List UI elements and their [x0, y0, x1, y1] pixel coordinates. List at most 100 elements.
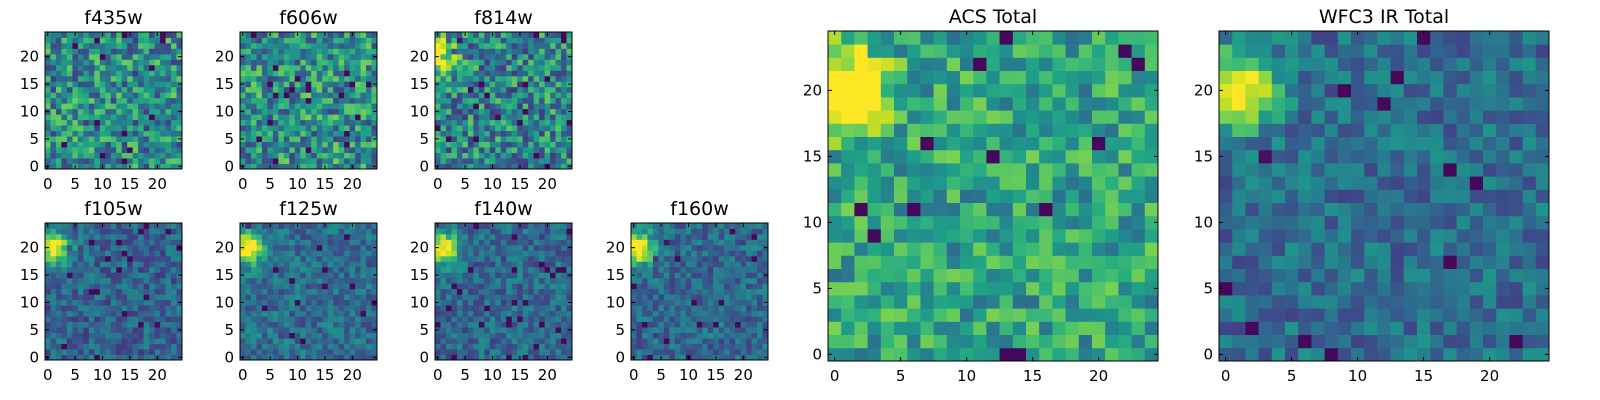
heatmap-cell — [366, 59, 372, 66]
heatmap-cell — [355, 64, 361, 71]
heatmap-cell — [539, 305, 545, 312]
heatmap-cell — [261, 147, 268, 153]
heatmap-cell — [333, 37, 340, 44]
heatmap-cell — [165, 114, 172, 121]
heatmap-cell — [77, 158, 84, 164]
heatmap-cell — [283, 152, 290, 159]
heatmap-cell — [1118, 334, 1132, 349]
heatmap-cell — [371, 59, 378, 66]
heatmap-cell — [762, 239, 769, 246]
heatmap-cell — [55, 158, 62, 164]
heatmap-cell — [278, 64, 285, 71]
heatmap-cell — [256, 244, 263, 251]
heatmap-cell — [121, 97, 128, 104]
heatmap-cell — [555, 136, 562, 142]
heatmap-cell — [121, 250, 128, 257]
heatmap-cell — [533, 75, 540, 82]
heatmap-cell — [473, 310, 480, 317]
heatmap-cell — [245, 130, 252, 137]
heatmap-cell — [165, 42, 172, 49]
heatmap-cell — [278, 244, 285, 251]
heatmap-cell — [724, 233, 731, 240]
heatmap-cell — [176, 147, 183, 153]
heatmap-cell — [478, 130, 485, 137]
heatmap-cell — [366, 92, 372, 99]
heatmap-cell — [880, 242, 895, 256]
heatmap-cell — [371, 343, 378, 350]
heatmap-cell — [528, 70, 535, 77]
heatmap-cell — [289, 354, 296, 361]
heatmap-cell — [478, 321, 485, 328]
heatmap-cell — [360, 250, 367, 257]
heatmap-cell — [489, 158, 496, 164]
heatmap-cell — [94, 343, 101, 350]
heatmap-cell — [83, 81, 90, 88]
heatmap-cell — [528, 261, 535, 268]
heatmap-cell — [61, 294, 68, 301]
heatmap-cell — [685, 349, 692, 355]
heatmap-cell — [867, 215, 882, 230]
heatmap-cell — [440, 288, 447, 295]
heatmap-cell — [718, 233, 725, 240]
heatmap-cell — [66, 327, 73, 333]
heatmap-cell — [355, 75, 361, 82]
heatmap-cell — [88, 108, 95, 115]
heatmap-cell — [371, 114, 378, 121]
heatmap-cell — [72, 152, 79, 159]
heatmap-cell — [355, 130, 361, 137]
heatmap-cell — [261, 119, 268, 126]
heatmap-cell — [240, 261, 246, 268]
heatmap-cell — [1144, 334, 1159, 349]
heatmap-cell — [522, 92, 529, 99]
heatmap-cell — [517, 125, 524, 132]
heatmap-cell — [267, 239, 274, 246]
heatmap-cell — [517, 261, 524, 268]
heatmap-cell — [867, 189, 882, 203]
heatmap-cell — [685, 294, 692, 301]
heatmap-cell — [360, 223, 367, 229]
heatmap-cell — [305, 64, 312, 71]
heatmap-cell — [316, 349, 323, 355]
heatmap-cell — [1092, 281, 1106, 296]
heatmap-cell — [652, 272, 659, 279]
heatmap-cell — [663, 223, 670, 229]
heatmap-cell — [478, 64, 485, 71]
heatmap-cell — [1118, 347, 1132, 362]
heatmap-cell — [289, 32, 296, 38]
heatmap-cell — [338, 108, 345, 115]
x-tick-label: 0 — [433, 175, 443, 193]
heatmap-cell — [933, 149, 948, 164]
heatmap-cell — [77, 228, 84, 235]
heatmap-cell — [360, 255, 367, 262]
heatmap-cell — [83, 349, 90, 355]
heatmap-cell — [55, 261, 62, 268]
heatmap-cell — [338, 239, 345, 246]
heatmap-cell — [1012, 321, 1027, 335]
heatmap-cell — [867, 308, 882, 322]
heatmap-cell — [165, 250, 172, 257]
heatmap-cell — [311, 316, 318, 323]
heatmap-cell — [45, 305, 51, 312]
heatmap-cell — [751, 255, 758, 262]
heatmap-cell — [462, 136, 469, 142]
heatmap-cell — [240, 70, 246, 77]
heatmap-cell — [305, 305, 312, 312]
heatmap-cell — [1092, 295, 1106, 309]
heatmap-cell — [528, 343, 535, 350]
heatmap-cell — [360, 327, 367, 333]
heatmap-cell — [327, 305, 334, 312]
heatmap-cell — [327, 294, 334, 301]
heatmap-cell — [445, 305, 452, 312]
heatmap-cell — [528, 108, 535, 115]
heatmap-cell — [663, 332, 670, 339]
heatmap-cell — [300, 354, 307, 361]
heatmap-cell — [160, 316, 166, 323]
heatmap-cell — [533, 310, 540, 317]
heatmap-cell — [289, 86, 296, 93]
heatmap-cell — [880, 163, 895, 177]
heatmap-cell — [555, 59, 562, 66]
heatmap-cell — [316, 92, 323, 99]
heatmap-cell — [489, 70, 496, 77]
heatmap-cell — [669, 349, 676, 355]
heatmap-cell — [718, 283, 725, 290]
